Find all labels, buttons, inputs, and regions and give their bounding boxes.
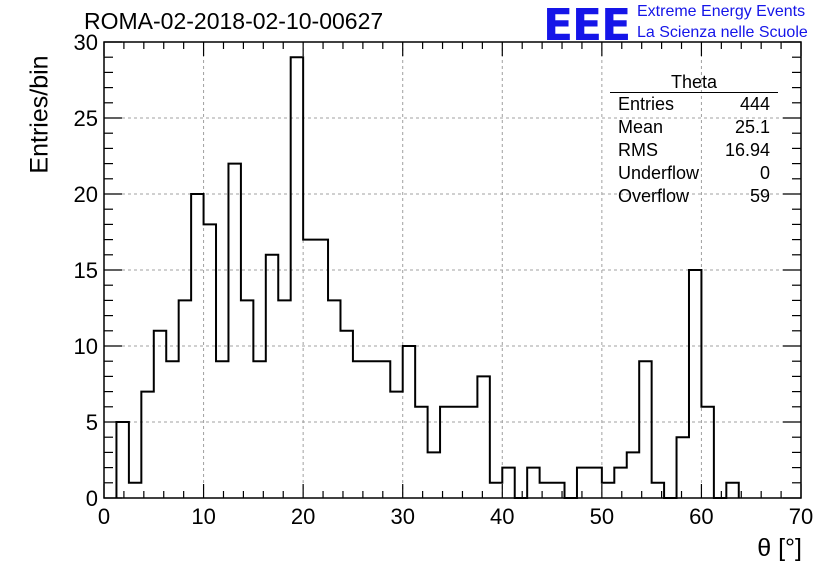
histogram-bin xyxy=(228,164,240,498)
x-tick-label: 10 xyxy=(191,504,215,529)
histogram-bin xyxy=(278,300,290,498)
histogram-bin xyxy=(639,361,651,498)
eee-logo: EEE xyxy=(543,0,631,51)
y-tick-label: 30 xyxy=(74,30,98,55)
stats-row-underflow: Underflow 0 xyxy=(610,162,778,185)
histogram-bin xyxy=(154,331,166,498)
histogram-bin xyxy=(440,407,452,498)
histogram-bin xyxy=(614,468,626,498)
y-tick-label: 15 xyxy=(74,258,98,283)
histogram-bin xyxy=(303,240,315,498)
histogram-bin xyxy=(266,255,278,498)
x-tick-label: 0 xyxy=(98,504,110,529)
y-tick-label: 10 xyxy=(74,334,98,359)
stats-label: Overflow xyxy=(618,186,690,206)
histogram-bin xyxy=(540,483,552,498)
y-axis-label: Entries/bin xyxy=(25,55,54,174)
histogram-bin xyxy=(328,300,340,498)
histogram-bin xyxy=(253,361,265,498)
histogram-bin xyxy=(415,407,427,498)
y-tick-label: 5 xyxy=(86,410,98,435)
histogram-bin xyxy=(701,407,713,498)
stats-row-rms: RMS 16.94 xyxy=(610,139,778,162)
histogram-bin xyxy=(166,361,178,498)
stats-value: 59 xyxy=(749,186,770,206)
histogram-series xyxy=(115,56,740,499)
histogram-bin xyxy=(141,392,153,498)
logo-line-1: Extreme Energy Events xyxy=(637,3,806,20)
histogram-bin xyxy=(340,331,352,498)
histogram-bin xyxy=(353,361,365,498)
x-tick-label: 20 xyxy=(291,504,315,529)
histogram-outline xyxy=(115,56,740,499)
histogram-bin xyxy=(129,483,141,498)
histogram-bin xyxy=(502,468,514,498)
histogram-bin xyxy=(689,270,701,498)
histogram-bin xyxy=(465,407,477,498)
x-axis-label: θ [°] xyxy=(757,534,802,562)
histogram-bin xyxy=(677,437,689,498)
histogram-bin xyxy=(216,361,228,498)
x-tick-label: 50 xyxy=(590,504,614,529)
x-tick-label: 60 xyxy=(689,504,713,529)
logo-line-2: La Scienza nelle Scuole xyxy=(637,24,808,41)
axis-tick-labels: 0 10 20 30 40 50 60 70 0 5 10 15 20 25 30 xyxy=(74,30,814,529)
histogram-bin xyxy=(428,452,440,498)
histogram-bin xyxy=(291,57,303,498)
histogram-bin xyxy=(204,224,216,498)
histogram-bin xyxy=(552,483,564,498)
histogram-bin xyxy=(477,376,489,498)
histogram-bin xyxy=(316,240,328,498)
histogram-bin xyxy=(390,392,402,498)
histogram-bin xyxy=(527,468,539,498)
histogram-bin xyxy=(490,483,502,498)
stats-label: Mean xyxy=(618,117,664,137)
histogram-bin xyxy=(602,483,614,498)
histogram-bin xyxy=(577,468,589,498)
histogram-bin xyxy=(179,300,191,498)
grid-lines xyxy=(104,42,801,498)
histogram-bin xyxy=(241,300,253,498)
histogram-bin xyxy=(365,361,377,498)
histogram-bin xyxy=(589,468,601,498)
stats-box: Theta Entries 444 Mean 25.1 RMS 16.94 Un… xyxy=(610,72,778,208)
y-tick-label: 25 xyxy=(74,106,98,131)
stats-value: 444 xyxy=(739,94,770,114)
x-tick-label: 30 xyxy=(390,504,414,529)
x-tick-label: 70 xyxy=(789,504,813,529)
stats-title: Theta xyxy=(610,72,778,93)
stats-row-entries: Entries 444 xyxy=(610,93,778,116)
histogram-bin xyxy=(453,407,465,498)
histogram-bin xyxy=(652,483,664,498)
axis-ticks xyxy=(103,41,802,499)
stats-label: RMS xyxy=(618,140,658,160)
stats-label: Entries xyxy=(618,94,675,114)
histogram-bin xyxy=(116,422,128,498)
stats-value: 0 xyxy=(759,163,770,183)
stats-value: 16.94 xyxy=(724,140,770,160)
y-tick-label: 20 xyxy=(74,182,98,207)
histogram-bin xyxy=(726,483,738,498)
y-tick-label: 0 xyxy=(86,486,98,511)
plot-title: ROMA-02-2018-02-10-00627 xyxy=(84,8,384,34)
x-tick-label: 40 xyxy=(490,504,514,529)
histogram-bin xyxy=(378,361,390,498)
stats-label: Underflow xyxy=(618,163,700,183)
stats-row-overflow: Overflow 59 xyxy=(610,185,778,208)
stats-value: 25.1 xyxy=(734,117,770,137)
stats-row-mean: Mean 25.1 xyxy=(610,116,778,139)
histogram-bin xyxy=(627,452,639,498)
